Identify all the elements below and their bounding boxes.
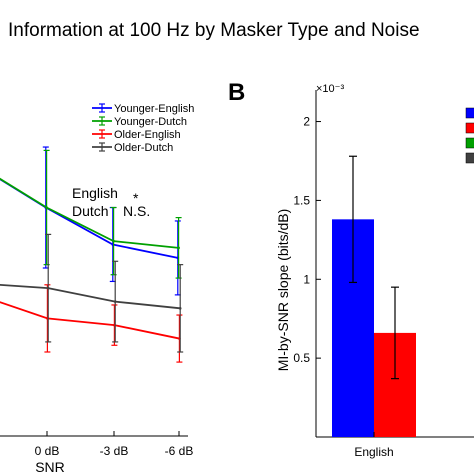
panel-a-line-chart: 0 dB -3 dB -6 dB SNR Younger-EnglishYounge… (0, 103, 194, 474)
panel-a-significance-annotation: English * Dutch N.S. (72, 185, 150, 219)
series-line-older-english (0, 301, 180, 340)
data-point (113, 300, 117, 303)
error-bar (177, 264, 184, 353)
error-bar (112, 260, 119, 343)
panel-b-x-tick-label: English (354, 445, 393, 459)
annotation-english-label: English (72, 185, 118, 201)
panel-a-series (0, 146, 184, 363)
legend-swatch (465, 107, 474, 119)
data-point (177, 246, 180, 250)
panel-b-y-tick-label: 1 (303, 272, 310, 286)
panel-a-x-axis-label: SNR (35, 459, 65, 474)
legend-label: Younger-English (114, 103, 194, 115)
panel-b-y-exponent: ×10⁻³ (316, 83, 344, 95)
panel-b-y-ticks: 0.5 1 1.5 2 (293, 115, 321, 365)
error-bar (349, 155, 357, 284)
legend-item-younger-english: Younger-English (92, 103, 194, 115)
legend-label: Older-Dutch (114, 142, 173, 154)
legend-swatch (465, 152, 474, 164)
panel-b-bar-chart: B ×10⁻³ 0.5 1 1.5 2 English MI-by-SNR slope… (228, 79, 474, 459)
panel-b-x-ticks: English (354, 432, 394, 459)
panel-b-legend-swatches (465, 107, 474, 164)
error-bar (391, 286, 399, 380)
panel-b-y-tick-label: 0.5 (293, 351, 310, 365)
figure-title: Information at 100 Hz by Masker Type and… (8, 20, 420, 41)
data-point (45, 206, 48, 209)
series-line-older-dutch (0, 283, 181, 310)
legend-label: Younger-Dutch (114, 116, 187, 128)
panel-b-y-tick-label: 2 (303, 115, 310, 129)
annotation-dutch-label: Dutch (72, 203, 109, 219)
panel-a-x-tick-label: -3 dB (100, 444, 129, 458)
panel-b-letter: B (228, 79, 245, 106)
legend-item-older-english: Older-English (92, 129, 181, 141)
series-line-younger-dutch (0, 177, 179, 249)
panel-b-y-tick-label: 1.5 (293, 193, 310, 207)
data-point (112, 239, 115, 243)
legend-swatch (465, 137, 474, 149)
panel-a-legend: Younger-EnglishYounger-DutchOlder-Englis… (92, 103, 194, 154)
annotation-dutch-value: N.S. (123, 203, 150, 219)
legend-item-younger-dutch: Younger-Dutch (92, 116, 187, 128)
panel-b-bars (332, 155, 416, 437)
error-bar (110, 206, 117, 276)
error-bar (44, 284, 51, 353)
panel-a-x-ticks: 0 dB -3 dB -6 dB (35, 431, 194, 458)
annotation-english-value: * (133, 190, 139, 206)
legend-label: Older-English (114, 129, 181, 141)
data-point (178, 307, 182, 310)
error-bar (45, 233, 52, 343)
data-point (46, 286, 50, 290)
panel-a-x-tick-label: 0 dB (35, 444, 60, 458)
legend-item-older-dutch: Older-Dutch (92, 142, 173, 154)
error-bar (175, 217, 182, 279)
legend-swatch (465, 122, 474, 134)
panel-a-x-tick-label: -6 dB (165, 444, 194, 458)
panel-b-y-axis-label: MI-by-SNR slope (bits/dB) (275, 209, 291, 372)
